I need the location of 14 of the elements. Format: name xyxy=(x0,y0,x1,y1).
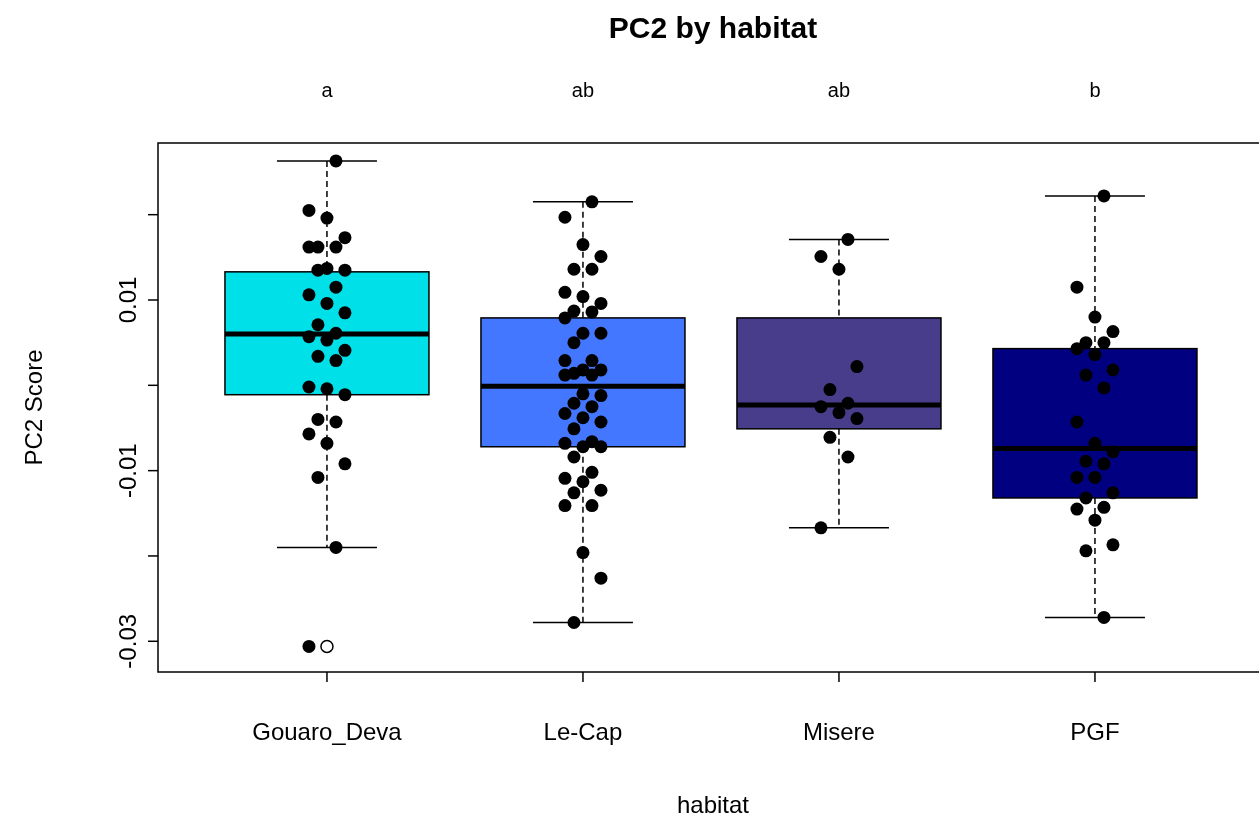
text: a xyxy=(321,79,334,101)
y-axis-title: PC2 Score xyxy=(20,349,47,466)
y-tick-label: -0.03 xyxy=(114,613,141,669)
x-tick-label: Gouaro_Deva xyxy=(252,718,403,745)
x-tick-label: PGF xyxy=(1070,718,1120,745)
text: b xyxy=(1089,79,1101,101)
x-axis-title: habitat xyxy=(676,791,750,818)
text: ab xyxy=(827,79,851,101)
x-tick-label: Misere xyxy=(802,718,875,745)
x-tick-label: Le-Cap xyxy=(543,718,623,745)
y-tick-label: 0.01 xyxy=(114,276,141,324)
text: ab xyxy=(571,79,595,101)
chart-title: PC2 by habitat xyxy=(608,11,818,44)
y-tick-label: -0.01 xyxy=(114,443,141,498)
